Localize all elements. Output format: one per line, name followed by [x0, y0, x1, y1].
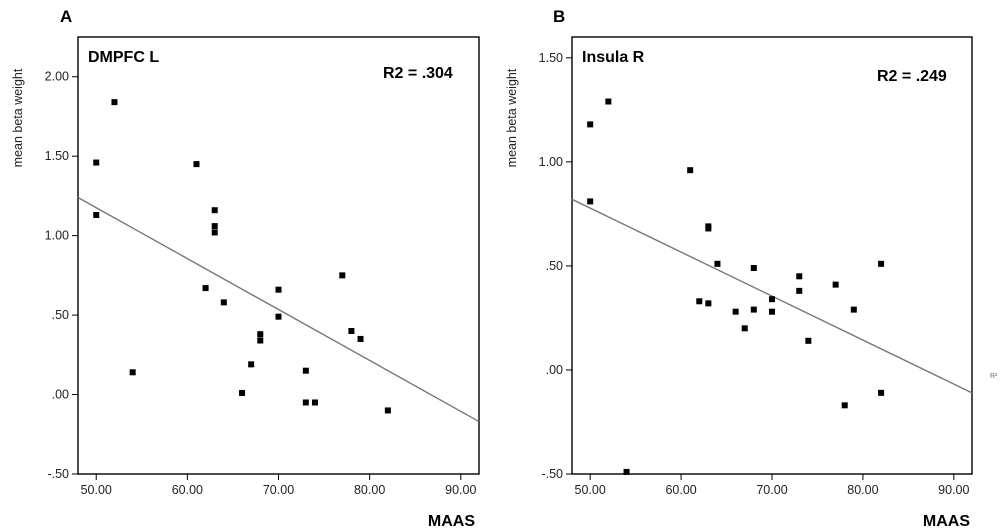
panel-a-y-axis-label: mean beta weight [11, 68, 25, 167]
panel-a-x-tick-label: 90.00 [445, 483, 476, 497]
panel-b-r2-annotation: R2 = .249 [877, 68, 947, 85]
panel-b-y-tick-label: .50 [546, 259, 563, 273]
panel-b-letter: B [553, 7, 565, 26]
panel-b-y-tick-label: 1.50 [539, 51, 563, 65]
panel-a-letter: A [60, 7, 72, 26]
panel-b-x-axis-label: MAAS [923, 513, 970, 530]
panel-b-data-point [587, 198, 594, 205]
panel-b-data-point [750, 264, 757, 271]
panel-b-y-tick-label: .00 [546, 363, 563, 377]
panel-a-x-tick-label: 60.00 [172, 483, 203, 497]
panel-a-y-tick-label: 1.00 [45, 229, 69, 243]
panel-a: A DMPFC L R2 = .304 mean beta weight MAA… [11, 7, 480, 530]
panel-b-regression-line [571, 198, 973, 394]
panel-a-data-point [257, 331, 264, 338]
panel-b-data-point [587, 121, 594, 128]
stray-r2-mark: R² [990, 373, 998, 380]
panel-a-y-tick-label: .50 [52, 308, 69, 322]
panel-b-data-point [705, 300, 712, 307]
panel-a-data-point [302, 399, 309, 406]
panel-b-x-tick-label: 60.00 [665, 483, 696, 497]
panel-a-data-point [93, 211, 100, 218]
panel-a-y-tick-label: 1.50 [45, 149, 69, 163]
panel-b-data-point [805, 337, 812, 344]
panel-a-data-point [384, 407, 391, 414]
panel-b-data-point [796, 273, 803, 280]
panel-b-data-point [687, 167, 694, 174]
panel-b-data-point [741, 325, 748, 332]
panel-b-data-point [696, 298, 703, 305]
panel-b-marks [571, 98, 973, 475]
panel-b-data-point [623, 468, 630, 475]
panel-a-title: DMPFC L [88, 49, 159, 66]
panel-b-plot-frame [571, 36, 973, 475]
panel-b-y-tick-label: -.50 [541, 467, 563, 481]
panel-a-data-point [339, 272, 346, 279]
panel-b-data-point [714, 260, 721, 267]
panel-a-x-tick-label: 80.00 [354, 483, 385, 497]
panel-b-x-tick-label: 90.00 [938, 483, 969, 497]
panel-a-data-point [220, 299, 227, 306]
panel-a-r2-annotation: R2 = .304 [383, 65, 453, 82]
panel-b-x-tick-label: 80.00 [847, 483, 878, 497]
panel-b-x-tick-label: 70.00 [756, 483, 787, 497]
panel-a-data-point [211, 207, 218, 214]
panel-b-data-point [769, 296, 775, 303]
panel-b-ticks: 50.00 60.00 70.00 80.00 90.00 -.50 .00 .50 1.00 1… [539, 51, 970, 497]
panel-a-data-point [193, 161, 200, 168]
panel-a-data-point [93, 159, 100, 166]
panel-b-data-point [769, 308, 775, 315]
panel-a-data-point [348, 327, 355, 334]
panel-a-ticks: 50.00 60.00 70.00 80.00 90.00 -.50 .00 .50 1.00 1… [45, 70, 477, 497]
panel-a-data-point [248, 361, 255, 368]
panel-b-data-point [878, 389, 885, 396]
panel-b-y-axis-label: mean beta weight [505, 68, 519, 167]
panel-a-regression-line [77, 196, 480, 423]
panel-b-x-tick-label: 50.00 [575, 483, 606, 497]
panel-a-data-point [275, 286, 282, 293]
panel-a-data-point [275, 313, 282, 320]
panel-a-y-tick-label: .00 [52, 388, 69, 402]
panel-b-data-point [850, 306, 857, 313]
panel-b-data-point [732, 308, 739, 315]
panel-b-y-tick-label: 1.00 [539, 155, 563, 169]
panel-b: B Insula R R2 = .249 mean beta weight MA… [505, 7, 973, 530]
panel-a-plot-frame [77, 36, 480, 475]
panel-b-data-point [841, 402, 848, 409]
panel-b-data-point [832, 281, 839, 288]
panel-a-y-tick-label: -.50 [47, 467, 69, 481]
panel-b-data-point [796, 287, 803, 294]
panel-b-title: Insula R [582, 49, 645, 66]
panel-a-data-point [211, 223, 218, 230]
panel-a-data-point [257, 337, 264, 344]
panel-a-data-point [311, 399, 318, 406]
panel-a-x-tick-label: 70.00 [263, 483, 294, 497]
panel-a-marks [77, 99, 480, 423]
panel-a-data-point [211, 229, 218, 236]
panel-a-data-point [111, 99, 118, 106]
panel-b-data-point [705, 225, 712, 232]
panel-a-x-axis-label: MAAS [428, 513, 475, 530]
panel-a-y-tick-label: 2.00 [45, 70, 69, 84]
panel-a-data-point [357, 335, 364, 342]
panel-a-data-point [302, 367, 309, 374]
panel-a-data-point [202, 285, 209, 292]
panel-a-data-point [239, 389, 246, 396]
panel-a-data-point [129, 369, 136, 376]
panel-a-x-tick-label: 50.00 [81, 483, 112, 497]
panel-b-data-point [605, 98, 612, 105]
panel-b-data-point [750, 306, 757, 313]
panel-b-data-point [878, 260, 885, 267]
